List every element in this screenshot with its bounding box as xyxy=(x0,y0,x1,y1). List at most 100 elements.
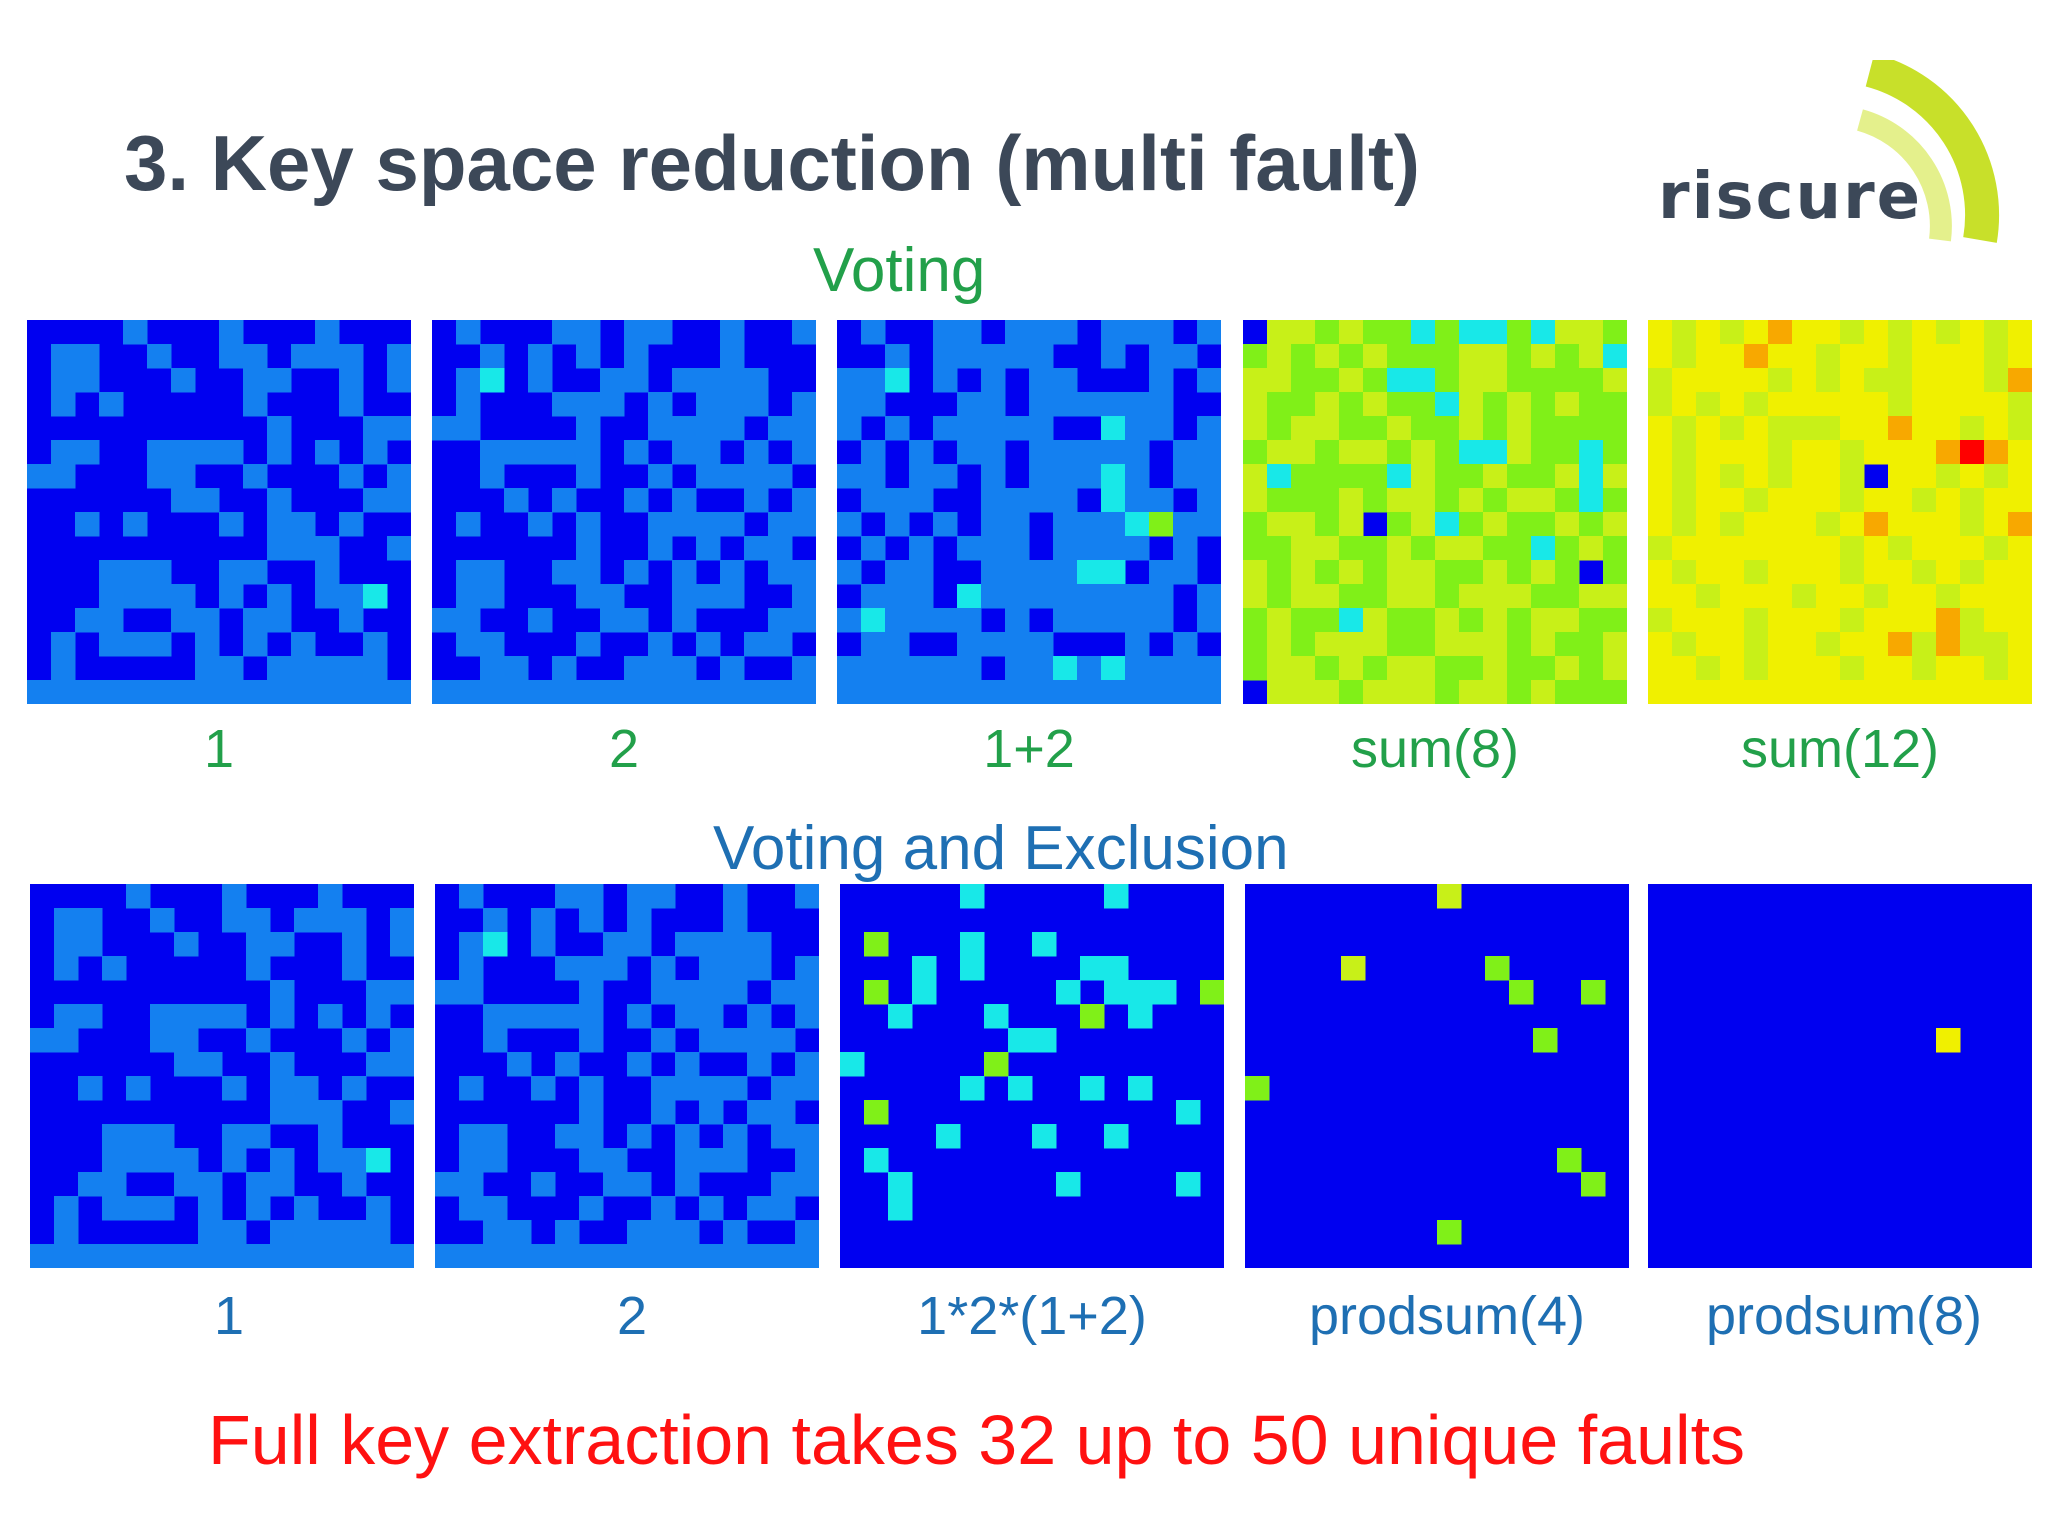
heatmap-cell xyxy=(480,560,505,585)
vx-panel-2 xyxy=(435,884,819,1268)
heatmap-cell xyxy=(1483,344,1508,369)
heatmap-cell xyxy=(957,416,982,441)
heatmap-cell xyxy=(555,1004,580,1029)
heatmap-cell xyxy=(150,908,175,933)
heatmap-cell xyxy=(840,1052,865,1077)
heatmap-cell xyxy=(1816,344,1841,369)
heatmap-cell xyxy=(1053,392,1078,417)
voting-panel-4 xyxy=(1243,320,1627,704)
heatmap-cell xyxy=(1864,392,1889,417)
heatmap-cell xyxy=(483,932,508,957)
heatmap-cell xyxy=(1387,488,1412,513)
heatmap-cell xyxy=(246,1124,271,1149)
heatmap-cell xyxy=(723,884,748,909)
heatmap-cell xyxy=(480,344,505,369)
heatmap-vx-4 xyxy=(1245,884,1629,1268)
heatmap-cell xyxy=(1696,320,1721,345)
heatmap-cell xyxy=(792,512,816,537)
heatmap-cell xyxy=(981,512,1006,537)
heatmap-cell xyxy=(195,632,220,657)
heatmap-cell xyxy=(1053,512,1078,537)
heatmap-cell xyxy=(579,956,604,981)
heatmap-cell xyxy=(174,1052,199,1077)
heatmap-cell xyxy=(1387,632,1412,657)
riscure-logo: riscure xyxy=(1640,60,2020,250)
heatmap-cell xyxy=(1960,560,1985,585)
heatmap-cell xyxy=(291,344,316,369)
heatmap-cell xyxy=(1792,416,1817,441)
heatmap-cell xyxy=(1291,560,1316,585)
heatmap-cell xyxy=(102,1148,127,1173)
heatmap-cell xyxy=(126,1196,151,1221)
heatmap-cell xyxy=(483,1124,508,1149)
heatmap-cell xyxy=(1459,632,1484,657)
heatmap-cell xyxy=(1579,632,1604,657)
heatmap-cell xyxy=(1840,488,1865,513)
heatmap-cell xyxy=(1005,560,1030,585)
heatmap-cell xyxy=(1267,488,1292,513)
heatmap-cell xyxy=(1960,416,1985,441)
heatmap-cell xyxy=(1387,368,1412,393)
heatmap-cell xyxy=(1912,536,1937,561)
heatmap-cell xyxy=(912,980,937,1005)
heatmap-cell xyxy=(1243,608,1268,633)
heatmap-cell xyxy=(1864,512,1889,537)
heatmap-cell xyxy=(2008,392,2032,417)
heatmap-cell xyxy=(1200,980,1224,1005)
heatmap-cell xyxy=(1032,932,1057,957)
heatmap-cell xyxy=(270,1148,295,1173)
heatmap-cell xyxy=(1387,656,1412,681)
heatmap-cell xyxy=(1579,608,1604,633)
heatmap-cell xyxy=(1696,392,1721,417)
heatmap-cell xyxy=(1101,392,1126,417)
heatmap-cell xyxy=(1840,392,1865,417)
voting-caption-1: 1 xyxy=(203,719,235,779)
heatmap-cell xyxy=(1744,608,1769,633)
vx-panel-3 xyxy=(840,884,1224,1268)
heatmap-cell xyxy=(1032,1028,1057,1053)
heatmap-cell xyxy=(1888,536,1913,561)
heatmap-cell xyxy=(387,368,411,393)
heatmap-cell xyxy=(1648,512,1673,537)
heatmap-cell xyxy=(1080,1076,1105,1101)
heatmap-cell xyxy=(174,1244,199,1268)
heatmap-cell xyxy=(1648,656,1673,681)
heatmap-cell xyxy=(1672,536,1697,561)
heatmap-cell xyxy=(1339,632,1364,657)
heatmap-cell xyxy=(459,884,484,909)
heatmap-cell xyxy=(1936,536,1961,561)
heatmap-cell xyxy=(99,632,124,657)
heatmap-cell xyxy=(651,884,676,909)
heatmap-cell xyxy=(1197,464,1221,489)
heatmap-cell xyxy=(294,1196,319,1221)
heatmap-cell xyxy=(1411,584,1436,609)
heatmap-cell xyxy=(792,560,816,585)
heatmap-cell xyxy=(456,416,481,441)
heatmap-cell xyxy=(792,488,816,513)
heatmap-cell xyxy=(387,536,411,561)
heatmap-cell xyxy=(1531,368,1556,393)
heatmap-cell xyxy=(624,560,649,585)
heatmap-cell xyxy=(1603,512,1627,537)
heatmap-cell xyxy=(723,908,748,933)
heatmap-cell xyxy=(1744,368,1769,393)
heatmap-cell xyxy=(1696,344,1721,369)
heatmap-cell xyxy=(1459,560,1484,585)
heatmap-cell xyxy=(2008,320,2032,345)
heatmap-cell xyxy=(1768,632,1793,657)
heatmap-cell xyxy=(1459,608,1484,633)
heatmap-cell xyxy=(552,392,577,417)
heatmap-cell xyxy=(1176,1100,1201,1125)
heatmap-cell xyxy=(579,980,604,1005)
heatmap-cell xyxy=(1648,608,1673,633)
heatmap-cell xyxy=(648,632,673,657)
heatmap-cell xyxy=(1029,680,1054,704)
heatmap-cell xyxy=(1125,632,1150,657)
heatmap-cell xyxy=(219,344,244,369)
heatmap-cell xyxy=(507,1052,532,1077)
heatmap-cell xyxy=(1437,1220,1462,1245)
heatmap-cell xyxy=(390,908,414,933)
heatmap-cell xyxy=(1888,560,1913,585)
heatmap-cell xyxy=(270,1244,295,1268)
heatmap-cell xyxy=(1197,512,1221,537)
